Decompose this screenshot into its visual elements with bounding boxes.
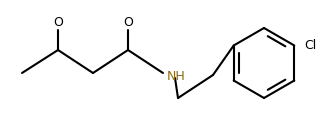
- Text: O: O: [53, 16, 63, 29]
- Text: O: O: [123, 16, 133, 29]
- Text: Cl: Cl: [304, 39, 317, 52]
- Text: NH: NH: [167, 70, 186, 82]
